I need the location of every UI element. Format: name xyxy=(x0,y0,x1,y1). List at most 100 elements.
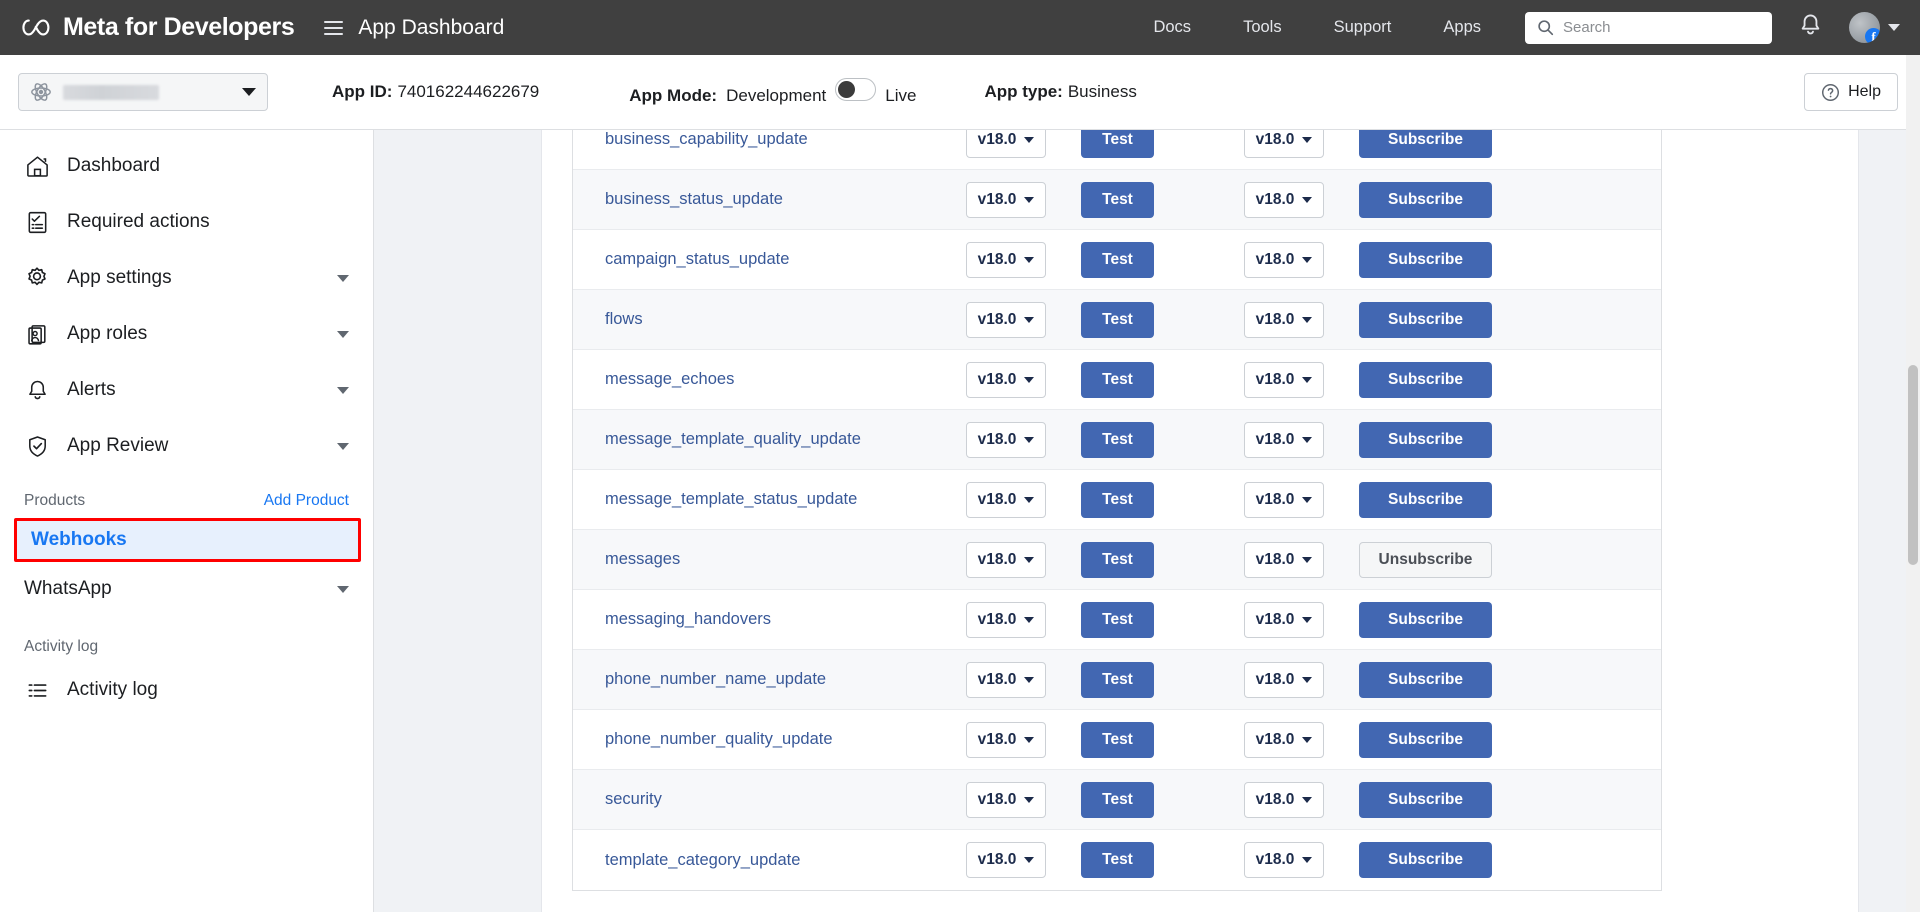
sidebar-item-app-settings[interactable]: App settings xyxy=(0,250,373,306)
subscribe-button[interactable]: Subscribe xyxy=(1359,781,1492,818)
subscribe-button[interactable]: Subscribe xyxy=(1359,481,1492,518)
nav-link-docs[interactable]: Docs xyxy=(1153,18,1192,36)
version-select-subscribe[interactable]: v18.0 xyxy=(1244,181,1324,218)
sidebar-item-webhooks[interactable]: Webhooks xyxy=(14,518,361,562)
search-input[interactable] xyxy=(1563,19,1760,36)
version-select-subscribe[interactable]: v18.0 xyxy=(1244,130,1324,158)
test-button[interactable]: Test xyxy=(1081,181,1154,218)
subscribe-button[interactable]: Subscribe xyxy=(1359,241,1492,278)
webhook-field-name[interactable]: security xyxy=(605,790,662,808)
subscribe-button[interactable]: Subscribe xyxy=(1359,421,1492,458)
webhook-field-name[interactable]: phone_number_name_update xyxy=(605,670,827,688)
search-box[interactable] xyxy=(1525,11,1772,44)
test-button[interactable]: Test xyxy=(1081,241,1154,278)
chevron-down-icon[interactable] xyxy=(337,442,349,450)
version-select-test[interactable]: v18.0 xyxy=(966,781,1046,818)
test-button[interactable]: Test xyxy=(1081,541,1154,578)
version-select-subscribe[interactable]: v18.0 xyxy=(1244,541,1324,578)
webhook-field-name[interactable]: business_capability_update xyxy=(605,130,808,148)
sidebar-item-whatsapp[interactable]: WhatsApp xyxy=(0,562,373,616)
version-select-subscribe[interactable]: v18.0 xyxy=(1244,842,1324,878)
version-select-test[interactable]: v18.0 xyxy=(966,181,1046,218)
webhook-field-name[interactable]: template_category_update xyxy=(605,850,801,869)
chevron-down-icon[interactable] xyxy=(337,330,349,338)
nav-link-support[interactable]: Support xyxy=(1333,18,1392,36)
test-button[interactable]: Test xyxy=(1081,721,1154,758)
chevron-down-icon[interactable] xyxy=(337,274,349,282)
webhook-field-name[interactable]: message_template_quality_update xyxy=(605,430,861,448)
test-button[interactable]: Test xyxy=(1081,842,1154,878)
sidebar-item-activity-log[interactable]: Activity log xyxy=(0,662,373,718)
webhook-field-name[interactable]: business_status_update xyxy=(605,190,783,208)
version-select-subscribe[interactable]: v18.0 xyxy=(1244,661,1324,698)
test-button[interactable]: Test xyxy=(1081,421,1154,458)
sidebar-item-app-review[interactable]: App Review xyxy=(0,418,373,474)
version-select-test[interactable]: v18.0 xyxy=(966,661,1046,698)
webhook-field-name[interactable]: messaging_handovers xyxy=(605,610,772,628)
page-scrollbar-thumb[interactable] xyxy=(1908,365,1918,565)
sidebar-item-required-actions[interactable]: Required actions xyxy=(0,194,373,250)
version-select-subscribe[interactable]: v18.0 xyxy=(1244,421,1324,458)
test-button[interactable]: Test xyxy=(1081,661,1154,698)
version-select-subscribe[interactable]: v18.0 xyxy=(1244,241,1324,278)
table-row: phone_number_name_update v18.0 Test v18.0 Su… xyxy=(573,650,1661,710)
meta-for-developers-brand[interactable]: Meta for Developers xyxy=(22,13,295,42)
version-select-test[interactable]: v18.0 xyxy=(966,421,1046,458)
version-select-subscribe[interactable]: v18.0 xyxy=(1244,601,1324,638)
chevron-down-icon xyxy=(1024,736,1035,743)
add-product-link[interactable]: Add Product xyxy=(263,492,349,509)
version-select-subscribe[interactable]: v18.0 xyxy=(1244,721,1324,758)
version-select-test[interactable]: v18.0 xyxy=(966,361,1046,398)
page-scrollbar[interactable] xyxy=(1906,55,1920,912)
sidebar-item-dashboard[interactable]: Dashboard xyxy=(0,138,373,194)
version-select-test[interactable]: v18.0 xyxy=(966,601,1046,638)
subscription-action-cell: Subscribe xyxy=(1359,361,1519,398)
subscribe-button[interactable]: Subscribe xyxy=(1359,721,1492,758)
version-select-subscribe[interactable]: v18.0 xyxy=(1244,781,1324,818)
subscribe-button[interactable]: Subscribe xyxy=(1359,842,1492,878)
subscribe-button[interactable]: Subscribe xyxy=(1359,601,1492,638)
webhook-field-name[interactable]: messages xyxy=(605,550,681,568)
test-button[interactable]: Test xyxy=(1081,361,1154,398)
webhook-field-name[interactable]: campaign_status_update xyxy=(605,250,790,268)
test-button[interactable]: Test xyxy=(1081,301,1154,338)
subscribe-button[interactable]: Subscribe xyxy=(1359,130,1492,158)
notifications-bell-icon[interactable] xyxy=(1799,13,1822,43)
app-id-field: App ID: 740162244622679 xyxy=(332,82,539,102)
hamburger-icon[interactable] xyxy=(324,20,344,35)
test-button[interactable]: Test xyxy=(1081,481,1154,518)
version-select-test[interactable]: v18.0 xyxy=(966,301,1046,338)
app-selector-dropdown[interactable] xyxy=(18,73,268,111)
version-select-subscribe[interactable]: v18.0 xyxy=(1244,301,1324,338)
subscribe-button[interactable]: Subscribe xyxy=(1359,181,1492,218)
version-select-subscribe[interactable]: v18.0 xyxy=(1244,361,1324,398)
chevron-down-icon xyxy=(1302,136,1313,143)
help-button[interactable]: Help xyxy=(1804,73,1898,111)
subscribe-button[interactable]: Subscribe xyxy=(1359,661,1492,698)
app-mode-toggle[interactable] xyxy=(835,78,877,101)
version-select-test[interactable]: v18.0 xyxy=(966,241,1046,278)
account-menu[interactable]: f xyxy=(1849,12,1900,43)
webhook-field-name[interactable]: flows xyxy=(605,310,643,328)
test-button[interactable]: Test xyxy=(1081,130,1154,158)
version-select-test[interactable]: v18.0 xyxy=(966,481,1046,518)
sidebar-item-alerts[interactable]: Alerts xyxy=(0,362,373,418)
webhook-field-name[interactable]: message_template_status_update xyxy=(605,490,858,508)
webhook-field-name[interactable]: message_echoes xyxy=(605,370,735,388)
subscribe-button[interactable]: Subscribe xyxy=(1359,301,1492,338)
version-select-subscribe[interactable]: v18.0 xyxy=(1244,481,1324,518)
version-select-test[interactable]: v18.0 xyxy=(966,721,1046,758)
test-button[interactable]: Test xyxy=(1081,601,1154,638)
subscribe-button[interactable]: Subscribe xyxy=(1359,361,1492,398)
test-button[interactable]: Test xyxy=(1081,781,1154,818)
version-select-test[interactable]: v18.0 xyxy=(966,130,1046,158)
sidebar-item-app-roles[interactable]: App roles xyxy=(0,306,373,362)
nav-link-apps[interactable]: Apps xyxy=(1443,18,1481,36)
chevron-down-icon[interactable] xyxy=(337,585,349,593)
chevron-down-icon[interactable] xyxy=(337,386,349,394)
unsubscribe-button[interactable]: Unsubscribe xyxy=(1359,541,1492,578)
webhook-field-name[interactable]: phone_number_quality_update xyxy=(605,730,833,748)
version-select-test[interactable]: v18.0 xyxy=(966,541,1046,578)
version-select-test[interactable]: v18.0 xyxy=(966,842,1046,878)
nav-link-tools[interactable]: Tools xyxy=(1243,18,1282,36)
